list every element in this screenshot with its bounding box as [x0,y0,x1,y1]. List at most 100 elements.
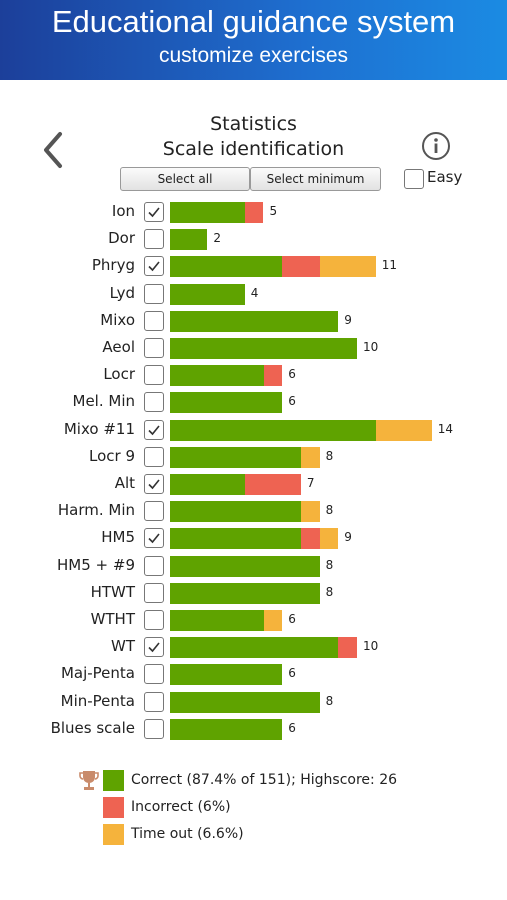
bar-segment-correct [170,310,339,332]
bar-segment-correct [170,202,245,223]
bar-total-label: 8 [325,584,334,599]
scale-label: Min-Penta [60,691,135,710]
scale-checkbox[interactable] [144,691,164,712]
easy-label: Easy [427,168,463,186]
chart-row: WT 10 [0,634,507,661]
bar-total-label: 6 [288,612,296,626]
scale-checkbox[interactable] [144,229,164,250]
bar-total-label: 10 [363,340,379,354]
scale-label: Maj-Penta [60,664,135,683]
easy-checkbox[interactable] [404,169,424,189]
bar-total-label: 2 [213,231,222,246]
bar-total-label: 4 [250,285,259,300]
bar-total-label: 6 [288,394,296,409]
bar-total-label: 6 [288,367,296,382]
scale-label: HM5 [101,528,135,547]
chart-row: Min-Penta 8 [0,689,507,716]
bar-total-label: 14 [437,421,454,436]
bar-segment-correct [170,528,301,550]
scale-checkbox[interactable] [144,637,164,658]
bar-segment-timeout [319,256,376,278]
checkmark-icon [148,642,160,653]
bar-segment-correct [170,365,264,387]
app-banner: Educational guidance system customize ex… [0,0,507,80]
scale-label: Locr 9 [89,446,135,465]
scale-checkbox[interactable] [144,392,164,413]
chart-row: WTHT 6 [0,607,507,634]
page-title: Statistics [210,113,297,135]
scale-label: HTWT [90,582,135,601]
scale-checkbox[interactable] [144,202,164,222]
chart-row: Locr 9 8 [0,444,507,471]
bar-segment-correct [170,718,283,740]
scale-checkbox[interactable] [144,338,164,358]
scale-checkbox[interactable] [144,474,164,494]
scale-checkbox[interactable] [144,501,164,522]
chart-row: Lyd 4 [0,281,507,308]
scale-checkbox[interactable] [144,718,164,739]
chart-row: Aeol 10 [0,335,507,362]
info-icon[interactable] [421,131,451,161]
scale-label: WT [111,637,135,656]
checkmark-icon [148,479,160,490]
bar-segment-timeout [300,501,320,523]
scale-label: Dor [108,229,135,248]
bar-total-label: 8 [325,557,334,572]
scale-checkbox[interactable] [144,310,164,331]
bar-total-label: 11 [381,258,397,273]
scale-label: Phryg [91,256,135,275]
chevron-left-icon[interactable] [36,128,76,172]
bar-segment-correct [170,446,301,468]
bar-segment-correct [170,664,283,686]
bar-segment-incorrect [244,202,264,223]
scale-checkbox[interactable] [144,256,164,277]
scale-label: Lyd [109,283,135,302]
trophy-icon [79,769,99,791]
bar-segment-correct [170,501,301,523]
select-minimum-button[interactable]: Select minimum [250,167,381,191]
scale-checkbox[interactable] [144,446,164,467]
checkmark-icon [148,207,160,218]
chart-row: Mixo 9 [0,308,507,335]
bar-total-label: 5 [269,204,278,218]
scale-checkbox[interactable] [144,283,164,304]
chart-row: Harm. Min 8 [0,498,507,525]
chart-row: HTWT 8 [0,580,507,607]
scale-label: HM5 + #9 [57,555,135,574]
select-all-button[interactable]: Select all [120,167,250,191]
bar-total-label: 9 [344,530,352,545]
bar-segment-correct [170,256,283,278]
bar-segment-correct [170,419,376,441]
legend-swatch-timeout [103,824,124,845]
bar-total-label: 7 [306,476,315,490]
scale-checkbox[interactable] [144,365,164,386]
bar-segment-timeout [263,610,283,631]
scale-checkbox[interactable] [144,419,164,440]
legend-label-incorrect: Incorrect (6%) [131,799,231,815]
bar-segment-incorrect [263,365,283,387]
scale-label: Harm. Min [57,501,135,520]
chart-row: Mel. Min 6 [0,389,507,416]
bar-total-label: 8 [325,448,334,463]
bar-total-label: 6 [288,720,296,735]
scale-checkbox[interactable] [144,582,164,603]
app-title: Educational guidance system [51,4,456,39]
scale-label: Aeol [102,338,135,356]
scale-checkbox[interactable] [144,555,164,576]
scale-label: Blues scale [50,718,135,737]
legend-label-timeout: Time out (6.6%) [131,826,244,842]
scale-checkbox[interactable] [144,528,164,549]
app-subtitle: customize exercises [158,44,349,67]
bar-segment-correct [170,229,208,251]
scale-label: Mel. Min [72,392,136,411]
checkmark-icon [148,425,160,435]
bar-segment-incorrect [338,637,357,659]
bar-segment-incorrect [244,474,301,495]
page-subtitle: Scale identification [162,138,345,160]
legend-swatch-incorrect [103,797,124,818]
scale-checkbox[interactable] [144,664,164,685]
bar-segment-correct [170,691,320,713]
chart-row: Blues scale 6 [0,716,507,743]
scale-label: Ion [111,202,135,220]
scale-checkbox[interactable] [144,610,164,630]
